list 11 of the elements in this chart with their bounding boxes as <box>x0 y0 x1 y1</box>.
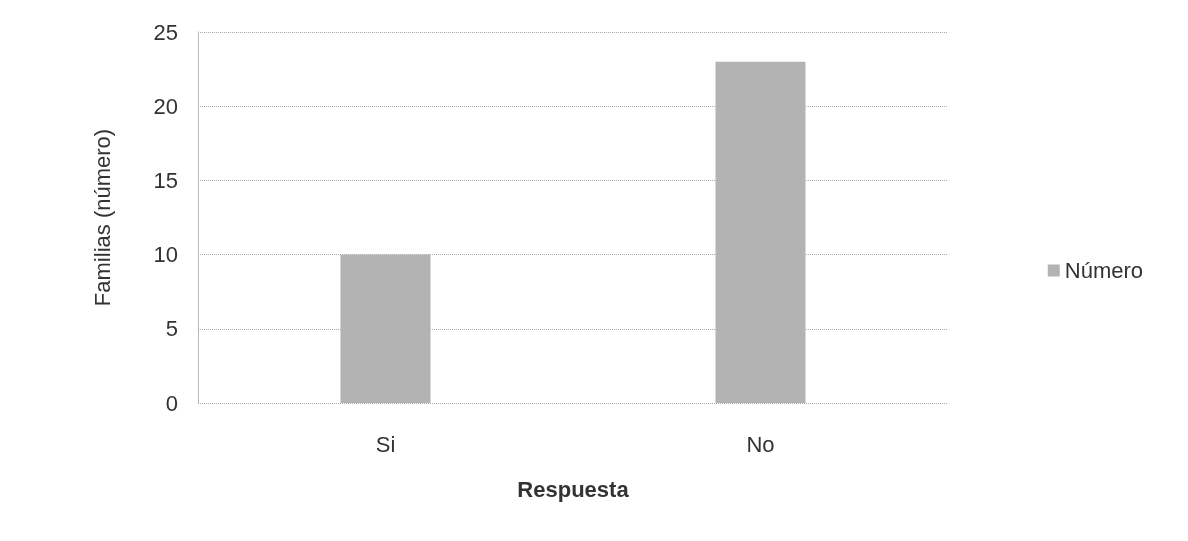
y-tick-label: 20 <box>153 93 178 119</box>
x-tick-label: Si <box>375 431 396 457</box>
x-axis-title: Respuesta <box>517 476 630 502</box>
y-tick-label: 15 <box>153 167 178 193</box>
x-tick-label: No <box>746 431 775 457</box>
y-axis-title: Familias (número) <box>89 128 115 307</box>
y-tick-label: 0 <box>165 390 178 416</box>
legend-label: Número <box>1064 258 1143 283</box>
y-tick-label: 5 <box>165 316 178 342</box>
y-tick-label: 25 <box>153 19 178 45</box>
y-tick-label: 10 <box>153 242 178 268</box>
